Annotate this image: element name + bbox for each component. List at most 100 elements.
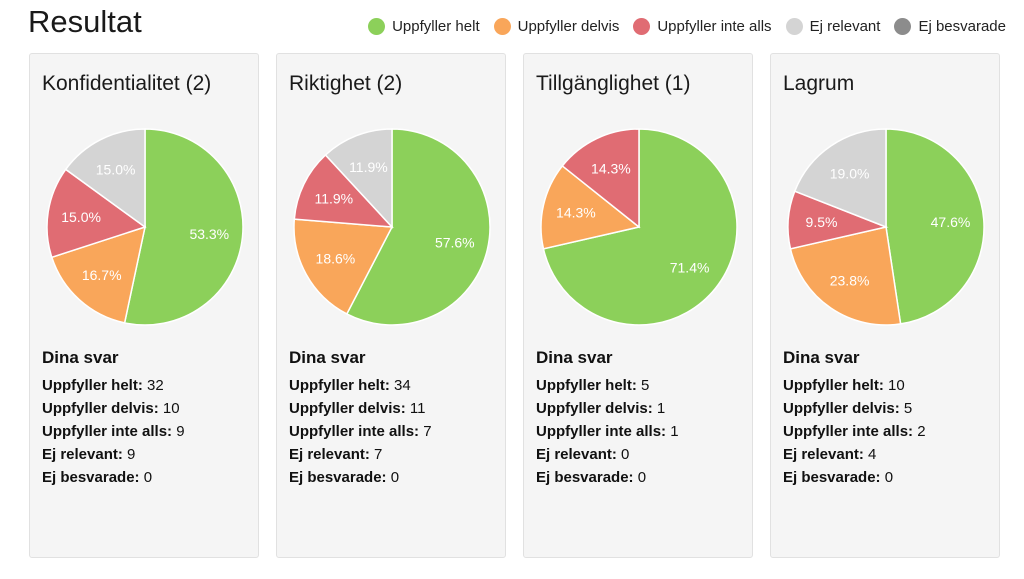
answer-value: 10 xyxy=(888,377,905,394)
legend-item-uppfyller-helt[interactable]: Uppfyller helt xyxy=(368,18,480,35)
legend-label: Ej besvarade xyxy=(918,18,1006,35)
answers-summary: Dina svar Uppfyller helt: 10 Uppfyller d… xyxy=(783,346,926,489)
legend-item-uppfyller-inte-alls[interactable]: Uppfyller inte alls xyxy=(633,18,772,35)
pie-slice-label: 23.8% xyxy=(830,272,870,288)
answer-value: 10 xyxy=(162,400,180,417)
answer-label: Uppfyller inte alls: xyxy=(289,423,420,440)
answer-row-ej-besvarade: Ej besvarade: 0 xyxy=(783,466,926,489)
answers-heading: Dina svar xyxy=(289,348,366,367)
answer-row-uppfyller-delvis: Uppfyller delvis: 1 xyxy=(536,397,679,420)
legend-swatch xyxy=(368,18,386,35)
answer-row-ej-besvarade: Ej besvarade: 0 xyxy=(536,466,679,489)
pie-slice-uppfyller-inte-alls[interactable] xyxy=(293,153,394,228)
answer-value: 9 xyxy=(127,446,136,463)
answer-value: 0 xyxy=(143,469,153,486)
pie-slice-label: 19.0% xyxy=(830,166,870,182)
answer-label: Uppfyller helt: xyxy=(536,377,637,394)
pie-slice-label: 53.3% xyxy=(189,226,229,242)
answer-row-ej-relevant: Ej relevant: 9 xyxy=(42,443,185,466)
result-card-lagrum: Lagrum 47.6% 23.8% 9.5% 19.0% Dina svar Upp… xyxy=(770,53,1000,558)
answer-row-uppfyller-delvis: Uppfyller delvis: 5 xyxy=(783,397,926,420)
answer-value: 1 xyxy=(670,423,679,440)
answer-row-ej-relevant: Ej relevant: 7 xyxy=(289,443,432,466)
answer-label: Ej relevant: xyxy=(783,446,864,463)
legend-label: Uppfyller inte alls xyxy=(657,18,772,35)
answer-row-uppfyller-helt: Uppfyller helt: 34 xyxy=(289,374,432,397)
answer-label: Uppfyller inte alls: xyxy=(42,423,173,440)
answer-value: 2 xyxy=(917,423,926,440)
answers-summary: Dina svar Uppfyller helt: 34 Uppfyller d… xyxy=(289,346,432,489)
answer-label: Ej relevant: xyxy=(42,446,123,463)
pie-slice-label: 16.7% xyxy=(82,267,122,283)
pie-slice-uppfyller-inte-alls[interactable] xyxy=(561,128,640,229)
answer-row-ej-relevant: Ej relevant: 0 xyxy=(536,443,679,466)
answer-row-uppfyller-inte-alls: Uppfyller inte alls: 7 xyxy=(289,420,432,443)
answer-label: Uppfyller helt: xyxy=(289,377,390,394)
answers-summary: Dina svar Uppfyller helt: 5 Uppfyller de… xyxy=(536,346,679,489)
legend-item-uppfyller-delvis[interactable]: Uppfyller delvis xyxy=(493,18,620,35)
pie-slice-uppfyller-delvis[interactable] xyxy=(789,226,902,326)
answer-row-uppfyller-delvis: Uppfyller delvis: 10 xyxy=(42,397,185,420)
pie-slice-label: 15.0% xyxy=(61,209,101,225)
pie-slice-label: 14.3% xyxy=(556,205,596,221)
pie-slice-uppfyller-helt[interactable] xyxy=(123,128,244,326)
pie-slice-uppfyller-delvis[interactable] xyxy=(50,225,147,324)
answer-row-uppfyller-helt: Uppfyller helt: 10 xyxy=(783,374,926,397)
answer-row-uppfyller-inte-alls: Uppfyller inte alls: 2 xyxy=(783,420,926,443)
pie-slice-uppfyller-inte-alls[interactable] xyxy=(46,168,147,259)
answer-value: 5 xyxy=(903,400,913,417)
answer-value: 34 xyxy=(394,377,411,394)
answer-label: Uppfyller inte alls: xyxy=(783,423,914,440)
pie-slice-uppfyller-helt[interactable] xyxy=(885,128,985,325)
answer-row-uppfyller-helt: Uppfyller helt: 32 xyxy=(42,374,185,397)
answer-value: 0 xyxy=(884,469,894,486)
pie-slice-uppfyller-helt[interactable] xyxy=(345,128,491,326)
pie-slice-ej-relevant[interactable] xyxy=(793,128,887,229)
answer-row-uppfyller-helt: Uppfyller helt: 5 xyxy=(536,374,679,397)
pie-chart: 57.6% 18.6% 11.9% 11.9% xyxy=(293,128,491,326)
pie-slice-label: 57.6% xyxy=(435,234,475,250)
answer-row-ej-besvarade: Ej besvarade: 0 xyxy=(289,466,432,489)
answers-heading: Dina svar xyxy=(42,348,119,367)
answer-value: 7 xyxy=(423,423,432,440)
legend-item-ej-relevant[interactable]: Ej relevant xyxy=(785,18,881,35)
pie-slice-uppfyller-helt[interactable] xyxy=(542,128,738,326)
legend-swatch xyxy=(785,18,803,35)
chart-legend: Uppfyller helt Uppfyller delvis Uppfylle… xyxy=(368,18,1006,35)
legend-item-ej-besvarade[interactable]: Ej besvarade xyxy=(894,18,1006,35)
answer-row-ej-relevant: Ej relevant: 4 xyxy=(783,443,926,466)
answer-label: Uppfyller delvis: xyxy=(783,400,900,417)
answer-label: Ej besvarade: xyxy=(783,469,881,486)
pie-slice-label: 11.9% xyxy=(349,159,388,175)
legend-swatch xyxy=(894,18,912,35)
pie-slice-uppfyller-delvis[interactable] xyxy=(293,218,394,315)
pie-slice-label: 71.4% xyxy=(670,259,710,275)
answer-label: Uppfyller delvis: xyxy=(289,400,406,417)
answer-label: Ej relevant: xyxy=(289,446,370,463)
answer-row-ej-besvarade: Ej besvarade: 0 xyxy=(42,466,185,489)
answer-value: 11 xyxy=(409,400,426,417)
pie-slice-uppfyller-delvis[interactable] xyxy=(540,164,641,250)
answer-row-uppfyller-inte-alls: Uppfyller inte alls: 1 xyxy=(536,420,679,443)
legend-label: Uppfyller helt xyxy=(392,18,480,35)
result-card-konfidentialitet: Konfidentialitet (2) 53.3% 16.7% 15.0% 15.0… xyxy=(29,53,259,558)
answer-label: Ej besvarade: xyxy=(536,469,634,486)
legend-swatch xyxy=(633,18,651,35)
page-title: Resultat xyxy=(28,4,142,39)
legend-swatch xyxy=(493,18,511,35)
legend-label: Ej relevant xyxy=(809,18,881,35)
answer-label: Uppfyller delvis: xyxy=(536,400,653,417)
pie-slice-ej-relevant[interactable] xyxy=(324,128,393,229)
pie-slice-label: 11.9% xyxy=(314,191,353,207)
pie-slice-label: 15.0% xyxy=(96,161,136,177)
card-title: Lagrum xyxy=(783,72,855,95)
answer-label: Uppfyller helt: xyxy=(783,377,884,394)
card-title: Konfidentialitet (2) xyxy=(42,72,212,95)
answer-value: 0 xyxy=(390,469,400,486)
pie-slice-ej-relevant[interactable] xyxy=(64,128,146,229)
legend-label: Uppfyller delvis xyxy=(517,18,620,35)
pie-slice-label: 18.6% xyxy=(316,250,356,266)
answer-row-uppfyller-inte-alls: Uppfyller inte alls: 9 xyxy=(42,420,185,443)
pie-slice-label: 47.6% xyxy=(931,214,971,230)
answer-value: 0 xyxy=(621,446,630,463)
